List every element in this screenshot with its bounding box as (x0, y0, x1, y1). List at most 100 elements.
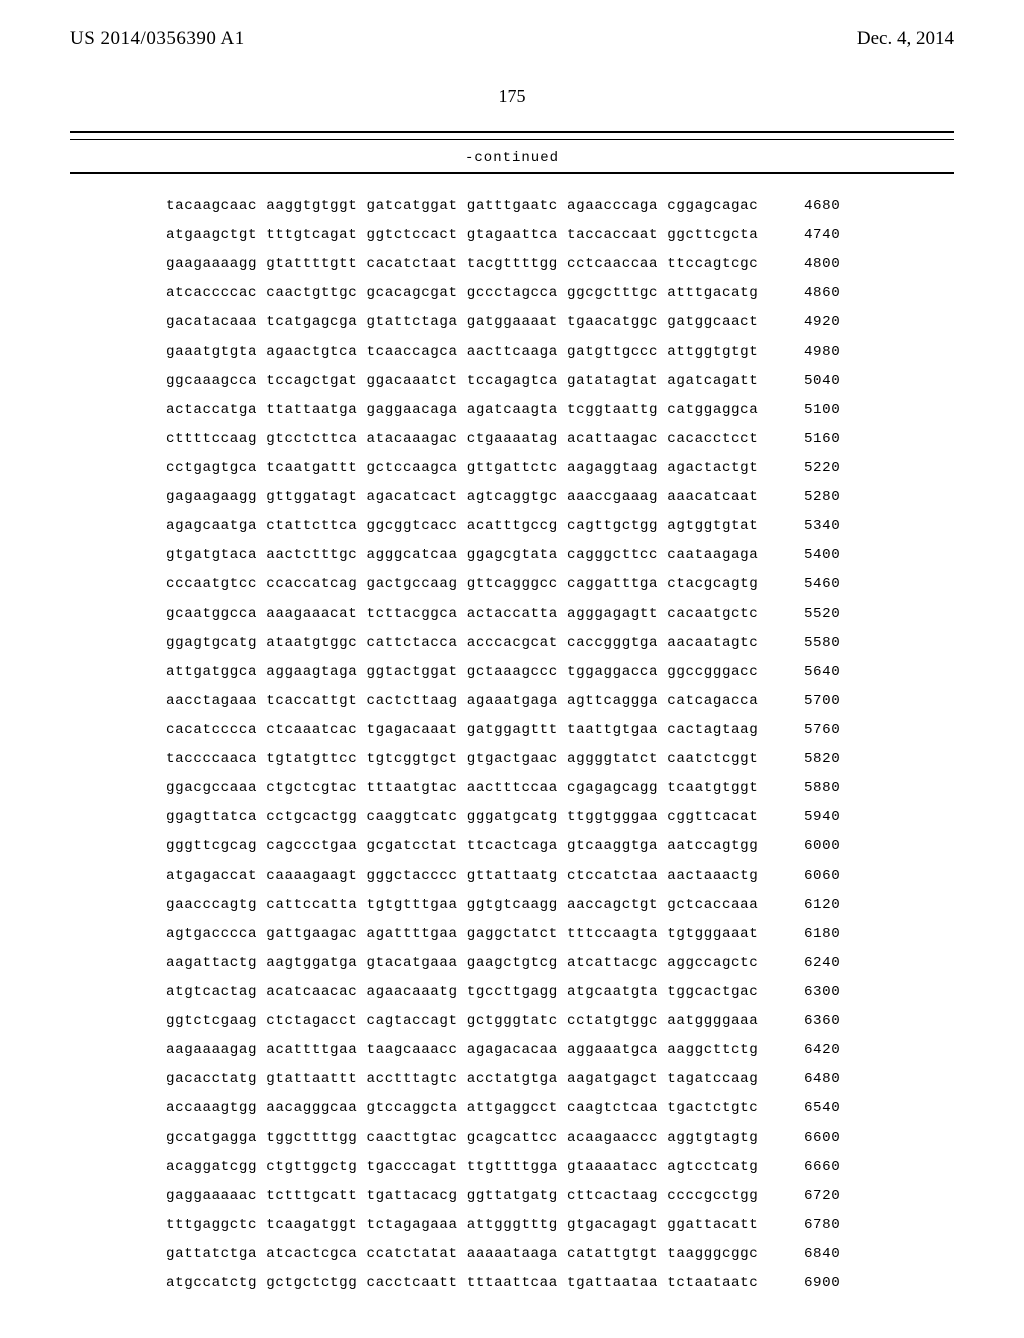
sequence-row: atgccatctg gctgctctgg cacctcaatt tttaatt… (166, 1269, 954, 1298)
sequence-groups: ggagttatca cctgcactgg caaggtcatc gggatgc… (166, 803, 758, 832)
sequence-position: 6180 (776, 920, 840, 949)
sequence-row: gtgatgtaca aactctttgc agggcatcaa ggagcgt… (166, 541, 954, 570)
sequence-position: 5340 (776, 512, 840, 541)
sequence-row: accaaagtgg aacagggcaa gtccaggcta attgagg… (166, 1094, 954, 1123)
publication-date: Dec. 4, 2014 (857, 28, 954, 50)
sequence-row: taccccaaca tgtatgttcc tgtcggtgct gtgactg… (166, 745, 954, 774)
sequence-position: 6240 (776, 949, 840, 978)
sequence-position: 5580 (776, 629, 840, 658)
header-row: US 2014/0356390 A1 Dec. 4, 2014 (70, 28, 954, 50)
sequence-groups: ggacgccaaa ctgctcgtac tttaatgtac aactttc… (166, 774, 758, 803)
sequence-groups: gagaagaagg gttggatagt agacatcact agtcagg… (166, 483, 758, 512)
sequence-position: 5040 (776, 367, 840, 396)
sequence-row: tttgaggctc tcaagatggt tctagagaaa attgggt… (166, 1211, 954, 1240)
sequence-groups: gaacccagtg cattccatta tgtgtttgaa ggtgtca… (166, 891, 758, 920)
sequence-position: 5220 (776, 454, 840, 483)
sequence-position: 6300 (776, 978, 840, 1007)
sequence-position: 6360 (776, 1007, 840, 1036)
sequence-position: 6540 (776, 1094, 840, 1123)
sequence-row: aagaaaagag acattttgaa taagcaaacc agagaca… (166, 1036, 954, 1065)
sequence-position: 5640 (776, 658, 840, 687)
sequence-row: atgaagctgt tttgtcagat ggtctccact gtagaat… (166, 221, 954, 250)
sequence-groups: atcaccccac caactgttgc gcacagcgat gccctag… (166, 279, 758, 308)
sequence-position: 6000 (776, 832, 840, 861)
sequence-groups: atgccatctg gctgctctgg cacctcaatt tttaatt… (166, 1269, 758, 1298)
sequence-groups: cctgagtgca tcaatgattt gctccaagca gttgatt… (166, 454, 758, 483)
sequence-row: gaacccagtg cattccatta tgtgtttgaa ggtgtca… (166, 891, 954, 920)
sequence-groups: acaggatcgg ctgttggctg tgacccagat ttgtttt… (166, 1153, 758, 1182)
sequence-row: ggagttatca cctgcactgg caaggtcatc gggatgc… (166, 803, 954, 832)
page-root: US 2014/0356390 A1 Dec. 4, 2014 175 -con… (0, 0, 1024, 1338)
sequence-row: cttttccaag gtcctcttca atacaaagac ctgaaaa… (166, 425, 954, 454)
sequence-row: atcaccccac caactgttgc gcacagcgat gccctag… (166, 279, 954, 308)
sequence-position: 6480 (776, 1065, 840, 1094)
sequence-position: 6060 (776, 862, 840, 891)
sequence-position: 5880 (776, 774, 840, 803)
sequence-row: ggacgccaaa ctgctcgtac tttaatgtac aactttc… (166, 774, 954, 803)
sequence-row: cctgagtgca tcaatgattt gctccaagca gttgatt… (166, 454, 954, 483)
sequence-row: ggtctcgaag ctctagacct cagtaccagt gctgggt… (166, 1007, 954, 1036)
sequence-row: tacaagcaac aaggtgtggt gatcatggat gatttga… (166, 192, 954, 221)
sequence-position: 5820 (776, 745, 840, 774)
sequence-position: 5100 (776, 396, 840, 425)
sequence-position: 6720 (776, 1182, 840, 1211)
sequence-groups: ggcaaagcca tccagctgat ggacaaatct tccagag… (166, 367, 758, 396)
sequence-groups: ggtctcgaag ctctagacct cagtaccagt gctgggt… (166, 1007, 758, 1036)
sequence-groups: cttttccaag gtcctcttca atacaaagac ctgaaaa… (166, 425, 758, 454)
sequence-groups: gacacctatg gtattaattt acctttagtc acctatg… (166, 1065, 758, 1094)
sequence-groups: atgtcactag acatcaacac agaacaaatg tgccttg… (166, 978, 758, 1007)
sequence-position: 6780 (776, 1211, 840, 1240)
sequence-groups: tacaagcaac aaggtgtggt gatcatggat gatttga… (166, 192, 758, 221)
page-number: 175 (70, 86, 954, 107)
sequence-position: 6120 (776, 891, 840, 920)
sequence-position: 6600 (776, 1124, 840, 1153)
sequence-row: gacatacaaa tcatgagcga gtattctaga gatggaa… (166, 308, 954, 337)
sequence-row: gattatctga atcactcgca ccatctatat aaaaata… (166, 1240, 954, 1269)
sequence-row: actaccatga ttattaatga gaggaacaga agatcaa… (166, 396, 954, 425)
sequence-row: ggcaaagcca tccagctgat ggacaaatct tccagag… (166, 367, 954, 396)
sequence-position: 5700 (776, 687, 840, 716)
sequence-row: gaaatgtgta agaactgtca tcaaccagca aacttca… (166, 338, 954, 367)
sequence-row: atgtcactag acatcaacac agaacaaatg tgccttg… (166, 978, 954, 1007)
sequence-groups: aagattactg aagtggatga gtacatgaaa gaagctg… (166, 949, 758, 978)
sequence-listing: tacaagcaac aaggtgtggt gatcatggat gatttga… (166, 192, 954, 1298)
sequence-row: agtgacccca gattgaagac agattttgaa gaggcta… (166, 920, 954, 949)
sequence-groups: aacctagaaa tcaccattgt cactcttaag agaaatg… (166, 687, 758, 716)
sequence-groups: ggagtgcatg ataatgtggc cattctacca acccacg… (166, 629, 758, 658)
sequence-groups: agtgacccca gattgaagac agattttgaa gaggcta… (166, 920, 758, 949)
sequence-position: 5520 (776, 600, 840, 629)
sequence-row: agagcaatga ctattcttca ggcggtcacc acatttg… (166, 512, 954, 541)
sequence-groups: taccccaaca tgtatgttcc tgtcggtgct gtgactg… (166, 745, 758, 774)
sequence-position: 6660 (776, 1153, 840, 1182)
sequence-position: 4680 (776, 192, 840, 221)
sequence-row: gggttcgcag cagccctgaa gcgatcctat ttcactc… (166, 832, 954, 861)
sequence-groups: gaagaaaagg gtattttgtt cacatctaat tacgttt… (166, 250, 758, 279)
sequence-groups: accaaagtgg aacagggcaa gtccaggcta attgagg… (166, 1094, 758, 1123)
publication-number: US 2014/0356390 A1 (70, 28, 245, 50)
sequence-groups: gtgatgtaca aactctttgc agggcatcaa ggagcgt… (166, 541, 758, 570)
continued-label: -continued (70, 139, 954, 166)
sequence-groups: tttgaggctc tcaagatggt tctagagaaa attgggt… (166, 1211, 758, 1240)
sequence-row: ggagtgcatg ataatgtggc cattctacca acccacg… (166, 629, 954, 658)
sequence-groups: gacatacaaa tcatgagcga gtattctaga gatggaa… (166, 308, 758, 337)
continued-rule-block: -continued (70, 131, 954, 174)
sequence-position: 4920 (776, 308, 840, 337)
sequence-groups: aagaaaagag acattttgaa taagcaaacc agagaca… (166, 1036, 758, 1065)
sequence-groups: cccaatgtcc ccaccatcag gactgccaag gttcagg… (166, 570, 758, 599)
sequence-row: gaagaaaagg gtattttgtt cacatctaat tacgttt… (166, 250, 954, 279)
sequence-row: aacctagaaa tcaccattgt cactcttaag agaaatg… (166, 687, 954, 716)
sequence-row: gagaagaagg gttggatagt agacatcact agtcagg… (166, 483, 954, 512)
sequence-position: 5400 (776, 541, 840, 570)
sequence-position: 6900 (776, 1269, 840, 1298)
sequence-position: 6840 (776, 1240, 840, 1269)
sequence-row: attgatggca aggaagtaga ggtactggat gctaaag… (166, 658, 954, 687)
sequence-row: acaggatcgg ctgttggctg tgacccagat ttgtttt… (166, 1153, 954, 1182)
sequence-row: gcaatggcca aaagaaacat tcttacggca actacca… (166, 600, 954, 629)
sequence-groups: atgagaccat caaaagaagt gggctacccc gttatta… (166, 862, 758, 891)
sequence-row: atgagaccat caaaagaagt gggctacccc gttatta… (166, 862, 954, 891)
sequence-groups: atgaagctgt tttgtcagat ggtctccact gtagaat… (166, 221, 758, 250)
sequence-groups: actaccatga ttattaatga gaggaacaga agatcaa… (166, 396, 758, 425)
sequence-groups: gattatctga atcactcgca ccatctatat aaaaata… (166, 1240, 758, 1269)
sequence-position: 5760 (776, 716, 840, 745)
sequence-groups: agagcaatga ctattcttca ggcggtcacc acatttg… (166, 512, 758, 541)
